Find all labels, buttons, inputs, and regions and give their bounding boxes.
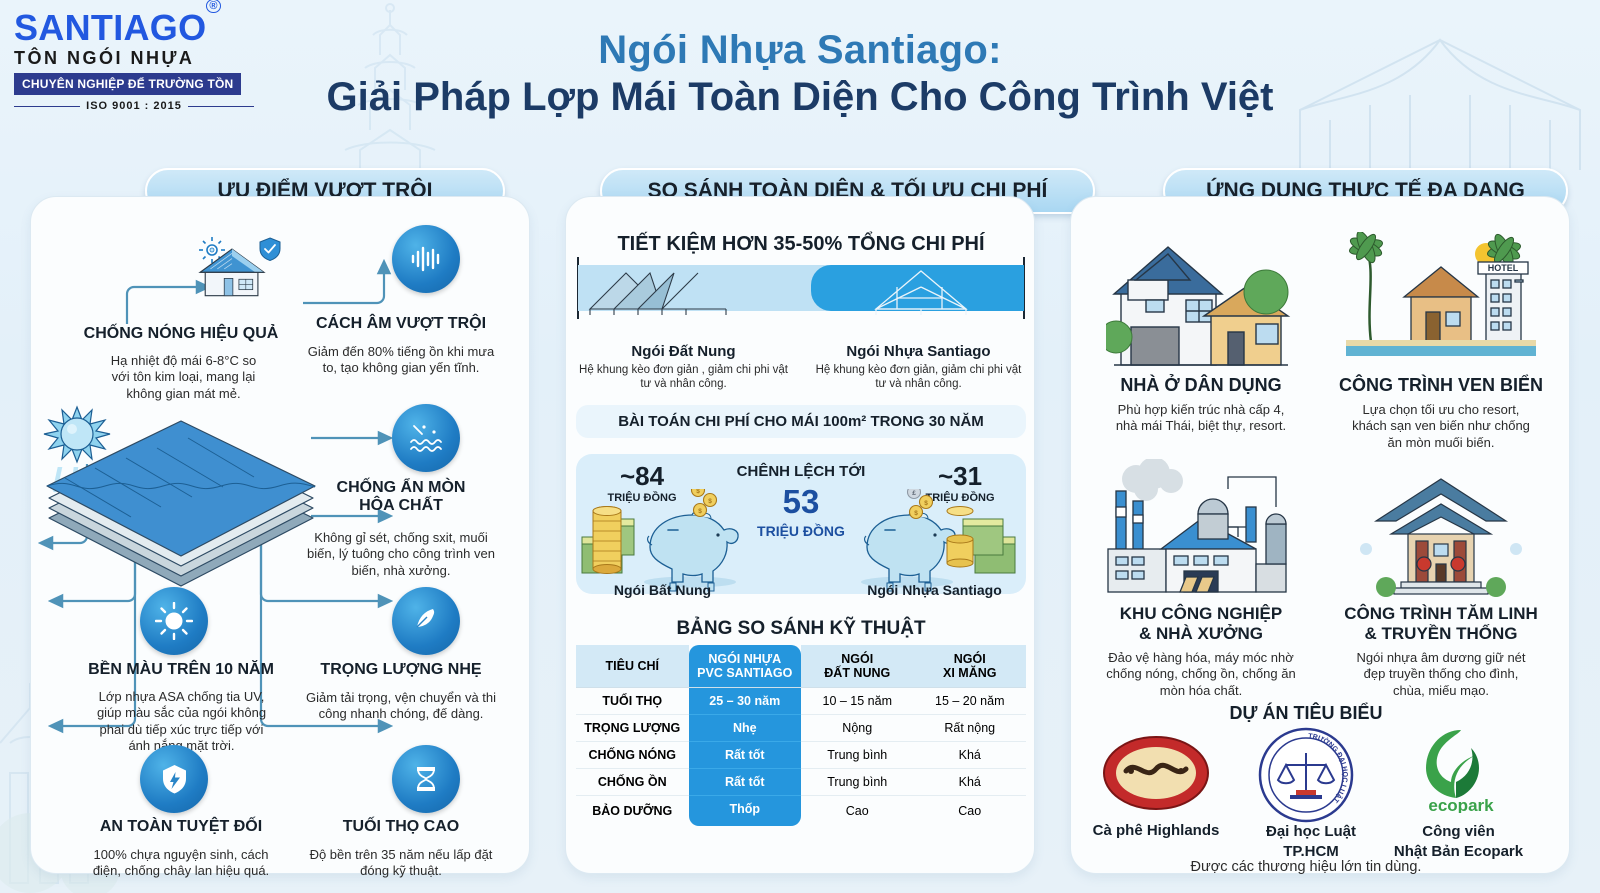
svg-text:ecopark: ecopark (1428, 796, 1494, 813)
svg-text:$: $ (698, 508, 702, 515)
svg-text:$: $ (708, 498, 712, 505)
svg-text:$: $ (914, 510, 918, 517)
svg-text:$: $ (696, 489, 700, 495)
svg-text:$: $ (924, 500, 928, 507)
svg-text:£: £ (912, 490, 916, 497)
svg-text:HOTEL: HOTEL (1488, 263, 1519, 273)
